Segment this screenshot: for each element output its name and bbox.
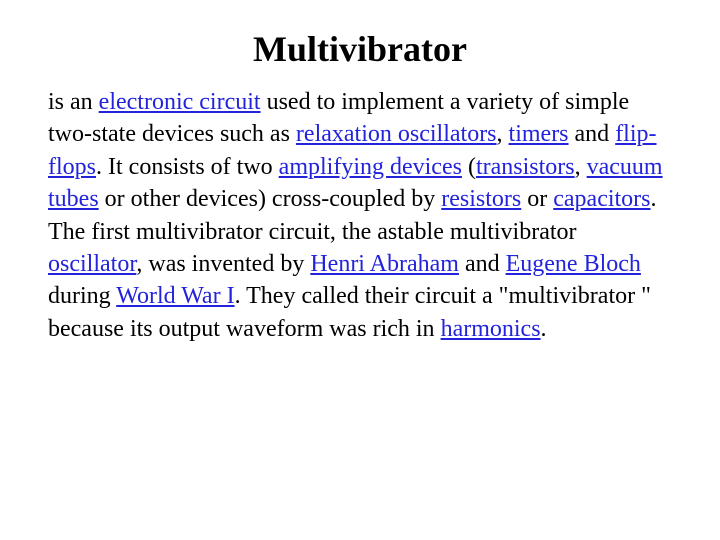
link-oscillator[interactable]: oscillator xyxy=(48,251,136,277)
link-timers[interactable]: timers xyxy=(509,121,569,147)
body-text: or xyxy=(521,186,553,212)
body-text: , xyxy=(575,154,587,180)
link-eugene-bloch[interactable]: Eugene Bloch xyxy=(506,251,641,277)
body-text: and xyxy=(459,251,506,277)
body-text: during xyxy=(48,283,116,309)
link-capacitors[interactable]: capacitors xyxy=(553,186,650,212)
link-relaxation-oscillators[interactable]: relaxation oscillators xyxy=(296,121,497,147)
body-text: , was invented by xyxy=(136,251,310,277)
body-text: is an xyxy=(48,89,99,115)
body-text: . It consists of two xyxy=(96,154,279,180)
link-amplifying-devices[interactable]: amplifying devices xyxy=(279,154,462,180)
link-transistors[interactable]: transistors xyxy=(476,154,575,180)
body-text: and xyxy=(569,121,616,147)
link-henri-abraham[interactable]: Henri Abraham xyxy=(310,251,459,277)
link-electronic-circuit[interactable]: electronic circuit xyxy=(99,89,261,115)
page-title: Multivibrator xyxy=(48,28,672,70)
body-text: , xyxy=(497,121,509,147)
link-resistors[interactable]: resistors xyxy=(441,186,521,212)
article-body: is an electronic circuit used to impleme… xyxy=(48,86,672,345)
body-text: or other devices) cross-coupled by xyxy=(99,186,442,212)
link-harmonics[interactable]: harmonics xyxy=(441,316,541,342)
body-text: . xyxy=(541,316,547,342)
link-world-war-i[interactable]: World War I xyxy=(116,283,234,309)
body-text: ( xyxy=(462,154,476,180)
